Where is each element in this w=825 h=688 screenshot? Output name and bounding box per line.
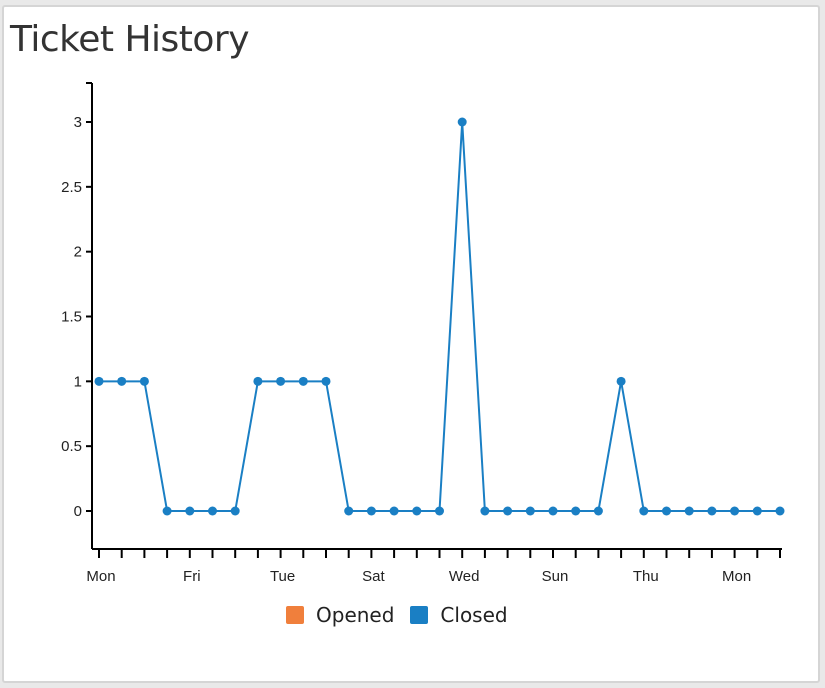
x-tick-label: Mon (722, 568, 751, 585)
x-tick-label: Thu (633, 568, 659, 585)
data-point[interactable] (412, 506, 422, 516)
y-tick-label: 2.5 (61, 179, 82, 196)
data-point[interactable] (480, 506, 490, 516)
data-point[interactable] (775, 506, 785, 516)
data-point[interactable] (276, 376, 286, 386)
chart-axes: 0 0.5 1 1.5 2 2.5 3 Mon Fri Tue Sat Wed Sun Thu Mon (61, 82, 782, 585)
chart-series (94, 117, 785, 516)
data-point[interactable] (298, 376, 308, 386)
data-point[interactable] (593, 506, 603, 516)
legend-swatch (286, 606, 304, 624)
data-point[interactable] (185, 506, 195, 516)
data-point[interactable] (117, 376, 127, 386)
x-tick-label: Mon (86, 568, 115, 585)
data-point[interactable] (162, 506, 172, 516)
y-tick-label: 1 (74, 373, 82, 390)
data-point[interactable] (571, 506, 581, 516)
data-point[interactable] (344, 506, 354, 516)
x-tick-label: Sat (362, 568, 385, 585)
data-point[interactable] (321, 376, 331, 386)
chart-legend: Opened Closed (286, 603, 524, 627)
data-point[interactable] (230, 506, 240, 516)
legend-label: Closed (440, 603, 508, 627)
data-point[interactable] (208, 506, 217, 516)
y-tick-label: 1.5 (61, 309, 82, 326)
legend-swatch (410, 606, 429, 624)
data-point[interactable] (525, 506, 535, 516)
data-point[interactable] (253, 376, 263, 386)
data-point[interactable] (389, 506, 399, 516)
data-point[interactable] (94, 376, 104, 386)
data-point[interactable] (548, 506, 558, 516)
y-tick-label: 0.5 (61, 438, 82, 455)
legend-label: Opened (316, 603, 395, 627)
y-tick-label: 3 (74, 114, 82, 131)
chart-title: Ticket History (10, 19, 250, 60)
data-point[interactable] (707, 506, 717, 516)
data-point[interactable] (139, 376, 149, 386)
data-point[interactable] (616, 376, 626, 386)
data-point[interactable] (639, 506, 649, 516)
data-point[interactable] (662, 506, 671, 516)
x-tick-label: Fri (183, 568, 201, 585)
x-tick-label: Wed (449, 568, 480, 585)
data-point[interactable] (366, 506, 376, 516)
legend-item-closed[interactable]: Closed (410, 603, 508, 627)
data-point[interactable] (457, 117, 467, 127)
data-point[interactable] (684, 506, 694, 516)
data-point[interactable] (435, 506, 444, 516)
data-point[interactable] (752, 506, 762, 516)
data-point[interactable] (730, 506, 740, 516)
data-point[interactable] (503, 506, 513, 516)
x-tick-label: Tue (270, 568, 295, 585)
chart-panel (2, 5, 820, 683)
legend-item-opened[interactable]: Opened (286, 603, 394, 627)
series-line-closed (99, 121, 780, 512)
y-tick-label: 0 (74, 503, 82, 520)
x-tick-label: Sun (542, 568, 569, 585)
y-tick-label: 2 (74, 244, 82, 261)
